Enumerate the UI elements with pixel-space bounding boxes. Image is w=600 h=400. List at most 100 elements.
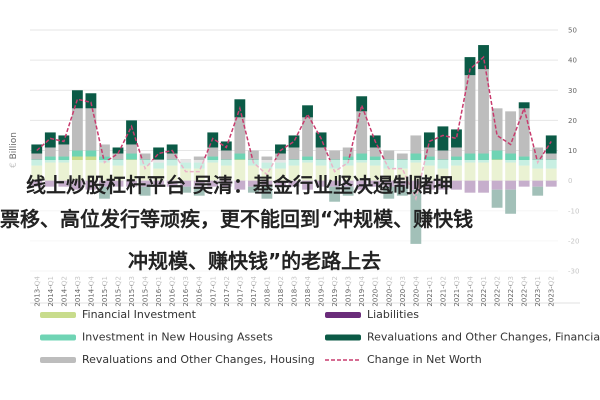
x-tick-label: 2020-Q4 xyxy=(412,275,420,306)
y-tick-label: 40 xyxy=(568,57,577,65)
bar xyxy=(193,156,205,163)
bar xyxy=(288,135,300,148)
bar xyxy=(85,108,97,151)
x-tick-label: 2014-Q3 xyxy=(74,276,82,307)
bar xyxy=(302,117,313,157)
bar xyxy=(275,153,286,163)
x-tick-label: 2017-Q2 xyxy=(223,276,231,307)
bar xyxy=(491,108,503,151)
bar xyxy=(423,132,435,148)
x-tick-label: 2023-Q2 xyxy=(548,276,556,307)
x-tick-label: 2022-Q2 xyxy=(494,276,502,307)
x-tick-label: 2022-Q4 xyxy=(521,275,529,306)
bar xyxy=(342,147,354,157)
legend-label: Change in Net Worth xyxy=(367,353,482,366)
bar xyxy=(464,75,476,154)
x-tick-label: 2015-Q1 xyxy=(101,276,109,307)
bar xyxy=(329,150,341,160)
y-tick-label: 20 xyxy=(568,117,577,125)
bar xyxy=(315,132,327,148)
x-tick-label: 2016-Q2 xyxy=(169,276,177,307)
x-tick-label: 2021-Q2 xyxy=(439,276,447,307)
bar xyxy=(464,57,476,76)
bar xyxy=(71,108,83,151)
x-tick-label: 2017-Q3 xyxy=(236,276,244,307)
x-tick-label: 2018-Q2 xyxy=(277,276,285,307)
bar xyxy=(44,132,56,148)
bar xyxy=(31,153,43,160)
bar xyxy=(369,147,381,157)
x-tick-label: 2019-Q3 xyxy=(345,276,353,307)
bar xyxy=(423,147,435,157)
bar xyxy=(545,135,557,154)
bar xyxy=(478,69,489,154)
x-tick-label: 2015-Q4 xyxy=(142,275,150,306)
x-tick-label: 2018-Q3 xyxy=(291,276,299,307)
bar xyxy=(505,111,517,154)
bar xyxy=(220,150,232,160)
bar xyxy=(356,96,368,112)
legend-label: Revaluations and Other Changes, Housing xyxy=(82,353,315,366)
bar xyxy=(71,90,83,109)
bar xyxy=(437,126,449,151)
overlay-text: 冲规模、赚快钱”的老路上去 xyxy=(128,249,381,273)
bar xyxy=(44,156,56,163)
bar xyxy=(302,105,313,118)
bar xyxy=(383,150,395,160)
x-tick-label: 2018-Q4 xyxy=(304,275,312,306)
x-tick-label: 2014-Q2 xyxy=(60,276,68,307)
legend-label: Revaluations and Other Changes, Financia… xyxy=(367,331,600,344)
bar xyxy=(58,144,70,157)
bar xyxy=(126,144,137,154)
y-tick-label: 50 xyxy=(568,27,577,35)
bar xyxy=(437,150,449,160)
x-tick-label: 2019-Q2 xyxy=(331,276,339,307)
x-tick-label: 2017-Q1 xyxy=(209,276,217,307)
bar xyxy=(302,156,313,163)
legend-label: Liabilities xyxy=(367,308,419,321)
x-tick-label: 2014-Q4 xyxy=(87,275,95,306)
x-tick-label: 2014-Q1 xyxy=(47,276,55,307)
y-tick-label: 30 xyxy=(568,87,577,95)
x-tick-label: 2016-Q1 xyxy=(155,276,163,307)
overlay-text: 票移、高位发行等顽疾，更不能回到“冲规模、赚快钱 xyxy=(0,207,473,231)
legend-label: Investment in New Housing Assets xyxy=(82,331,273,344)
bar xyxy=(410,135,422,154)
bar xyxy=(99,144,110,157)
y-tick-label: 10 xyxy=(568,147,577,155)
x-tick-label: 2020-Q1 xyxy=(372,276,380,307)
bar xyxy=(247,150,259,160)
net-worth-line xyxy=(36,55,552,202)
x-tick-label: 2016-Q4 xyxy=(196,275,204,306)
bar xyxy=(315,147,327,160)
bar xyxy=(478,153,489,163)
legend-swatch xyxy=(40,357,76,363)
bar xyxy=(356,111,368,154)
bar xyxy=(491,150,503,160)
x-tick-label: 2022-Q1 xyxy=(480,276,488,307)
bar xyxy=(71,150,83,157)
bar xyxy=(139,153,151,160)
x-tick-label: 2016-Q3 xyxy=(182,276,190,307)
x-tick-label: 2021-Q4 xyxy=(467,275,475,306)
bar xyxy=(112,147,124,154)
bar xyxy=(99,156,110,163)
bar xyxy=(464,153,476,163)
x-tick-label: 2023-Q1 xyxy=(534,276,542,307)
legend-swatch xyxy=(40,334,76,341)
bar xyxy=(31,144,43,154)
x-tick-label: 2015-Q3 xyxy=(128,276,136,307)
x-tick-label: 2017-Q4 xyxy=(250,275,258,306)
x-tick-label: 2019-Q1 xyxy=(318,276,326,307)
x-tick-label: 2013-Q4 xyxy=(33,275,41,306)
legend-label: Financial Investment xyxy=(82,308,197,321)
bar xyxy=(126,120,137,145)
bar xyxy=(44,147,56,157)
bar xyxy=(234,153,246,160)
bar xyxy=(58,156,70,163)
bar xyxy=(112,153,124,160)
bar xyxy=(166,153,178,160)
bar xyxy=(532,147,544,160)
x-tick-label: 2021-Q3 xyxy=(453,276,461,307)
